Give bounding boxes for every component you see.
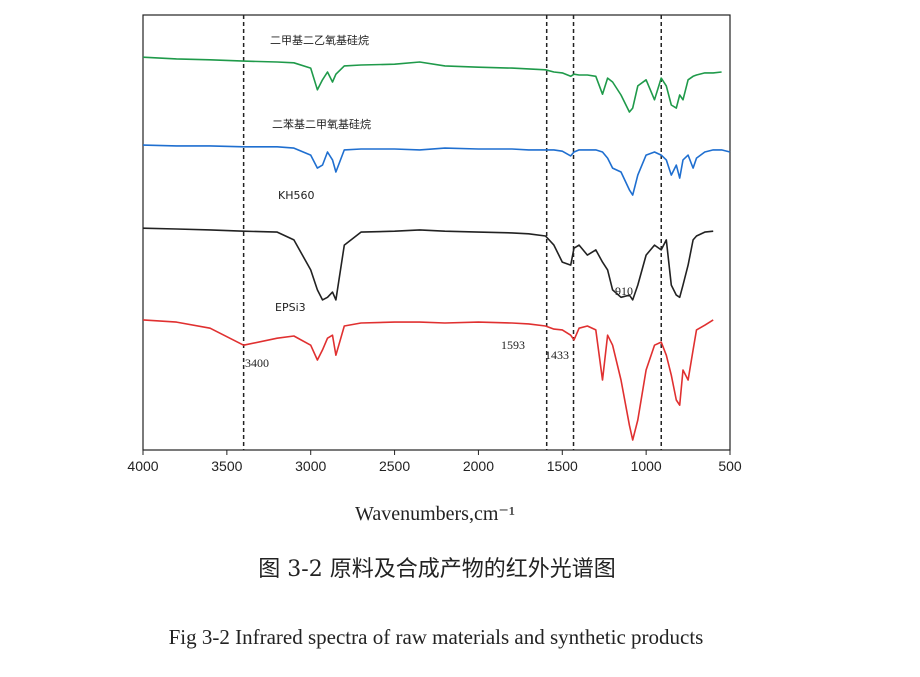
x-tick-label: 2000 bbox=[463, 458, 494, 474]
spectrum-line bbox=[142, 319, 714, 441]
series-label: EPSi3 bbox=[275, 301, 306, 314]
x-tick-label: 3000 bbox=[295, 458, 326, 474]
spectrum-line bbox=[142, 144, 731, 196]
x-tick-label: 4000 bbox=[127, 458, 158, 474]
series-label: 二甲基二乙氧基硅烷 bbox=[270, 33, 369, 47]
x-tick-label: 500 bbox=[718, 458, 742, 474]
annotation: 3400 bbox=[245, 356, 269, 370]
series-label: 二苯基二甲氧基硅烷 bbox=[272, 117, 371, 131]
spectrum-line bbox=[142, 227, 714, 301]
x-axis-label: Wavenumbers,cm⁻¹ bbox=[355, 503, 515, 525]
x-tick-label: 2500 bbox=[379, 458, 410, 474]
annotation: 1593 bbox=[501, 338, 525, 352]
caption-en: Fig 3-2 Infrared spectra of raw material… bbox=[169, 625, 704, 649]
x-tick-label: 1000 bbox=[631, 458, 662, 474]
caption-cn: 图 3-2 原料及合成产物的红外光谱图 bbox=[258, 557, 615, 582]
annotation: 910 bbox=[615, 284, 633, 298]
plot-frame bbox=[142, 14, 731, 451]
series-label: KH560 bbox=[278, 189, 314, 202]
annotation: 1433 bbox=[545, 348, 569, 362]
x-tick-label: 3500 bbox=[211, 458, 242, 474]
spectrum-line bbox=[142, 56, 722, 113]
x-tick-label: 1500 bbox=[547, 458, 578, 474]
